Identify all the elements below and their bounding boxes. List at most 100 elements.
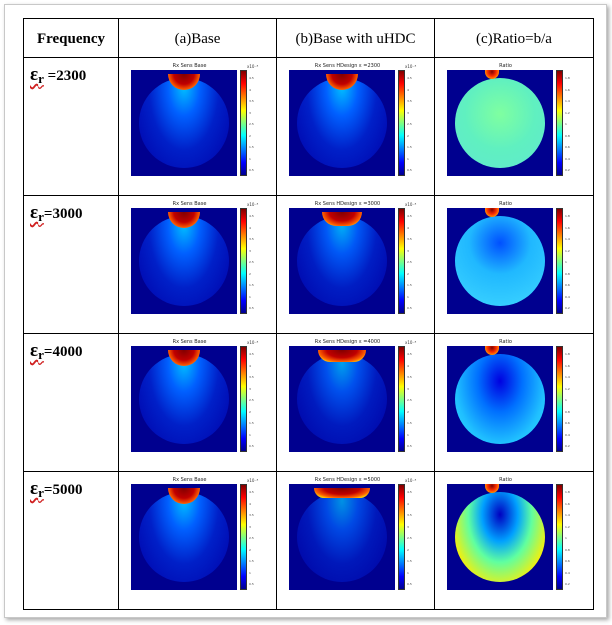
- colorbar: [556, 70, 563, 176]
- header-base-uhdc: (b)Base with uHDC: [276, 18, 435, 58]
- colorbar-tick-label: 3.5: [407, 99, 412, 103]
- colorbar-tick-label: 4.5: [249, 214, 254, 218]
- colorbar-tick-label: 0.6: [565, 145, 570, 149]
- hotspot: [168, 212, 200, 228]
- colorbar-tick-label: 0.5: [407, 306, 412, 310]
- colorbar-tick-label: 3.5: [249, 375, 254, 379]
- colorbar-tick-label: 4.5: [407, 214, 412, 218]
- colorbar-tick-label: 0.8: [565, 271, 570, 276]
- colorbar-tick-label: 0.2: [565, 582, 570, 586]
- permittivity-value: =2300: [43, 68, 87, 84]
- colorbar-tick-label: 0.4: [565, 570, 570, 575]
- epsilon-subscript: r: [38, 485, 44, 500]
- plot-cell-base: Rx Sens Base x10⁻⁸ 4.5 4 3.5 3 2.5 2 1.5 1 0.5: [118, 471, 277, 610]
- colorbar-tick-label: 0.5: [407, 444, 412, 448]
- colorbar: [240, 346, 247, 452]
- colorbar-tick-label: 3.5: [249, 99, 254, 103]
- plot-title: Rx Sens HDesign ε =5000: [314, 477, 381, 483]
- colorbar-tick-label: 0.4: [565, 294, 570, 299]
- plot-title: Rx Sens Base: [172, 477, 207, 483]
- colorbar-tick-label: 0.5: [407, 582, 412, 586]
- field-map-base: [131, 484, 237, 590]
- hotspot: [168, 350, 200, 366]
- colorbar-ticks: 4.5 4 3.5 3 2.5 2 1.5 1 0.5: [249, 208, 261, 314]
- colorbar-exponent: x10⁻⁸: [405, 478, 417, 483]
- domain-disk: [455, 354, 545, 444]
- colorbar-tick-label: 0.4: [565, 432, 570, 437]
- header-ratio: (c)Ratio=b/a: [434, 18, 594, 58]
- colorbar-exponent: x10⁻⁸: [247, 478, 259, 483]
- colorbar-tick-label: 1: [249, 294, 251, 299]
- colorbar-tick-label: 3: [407, 386, 409, 391]
- permittivity-value: =5000: [43, 482, 83, 498]
- hotspot: [326, 74, 358, 90]
- colorbar-tick-label: 0.6: [565, 559, 570, 563]
- colorbar-tick-label: 1.4: [565, 237, 570, 241]
- header-frequency: Frequency: [23, 18, 119, 58]
- colorbar-tick-label: 1.5: [249, 559, 254, 563]
- colorbar: [398, 208, 405, 314]
- epsilon-subscript: r: [38, 347, 44, 362]
- results-table: Frequency (a)Base (b)Base with uHDC (c)R…: [23, 18, 594, 610]
- colorbar-tick-label: 1.6: [565, 225, 570, 230]
- colorbar-ticks: 4.5 4 3.5 3 2.5 2 1.5 1 0.5: [407, 484, 419, 590]
- colorbar-tick-label: 2: [249, 271, 251, 276]
- colorbar-ticks: 4.5 4 3.5 3 2.5 2 1.5 1 0.5: [249, 70, 261, 176]
- permittivity-label: εr=5000: [23, 471, 119, 610]
- colorbar: [240, 484, 247, 590]
- plot-cell-uhdc: Rx Sens HDesign ε =4000 x10⁻⁸ 4.5 4 3.5 3 2.…: [276, 333, 435, 472]
- colorbar-exponent: x10⁻⁸: [247, 202, 259, 207]
- colorbar-tick-label: 3: [407, 110, 409, 115]
- epsilon-symbol: ε: [30, 202, 39, 223]
- colorbar-exponent: x10⁻⁸: [405, 202, 417, 207]
- colorbar-ticks: 1.8 1.6 1.4 1.2 1 0.8 0.6 0.4 0.2: [565, 484, 577, 590]
- colorbar-tick-label: 1: [407, 156, 409, 161]
- colorbar-tick-label: 2.5: [407, 260, 412, 264]
- colorbar-tick-label: 0.6: [565, 421, 570, 425]
- field-map-base: [131, 70, 237, 176]
- colorbar-tick-label: 3.5: [407, 375, 412, 379]
- epsilon-symbol: ε: [30, 64, 39, 85]
- colorbar-tick-label: 0.8: [565, 547, 570, 552]
- colorbar-tick-label: 1.6: [565, 363, 570, 368]
- colorbar-tick-label: 0.6: [565, 283, 570, 287]
- colorbar-tick-label: 2: [249, 133, 251, 138]
- colorbar-tick-label: 0.5: [407, 168, 412, 172]
- colorbar-tick-label: 1.5: [407, 559, 412, 563]
- domain-disk: [297, 354, 387, 444]
- colorbar-tick-label: 2.5: [249, 536, 254, 540]
- colorbar-tick-label: 0.5: [249, 168, 254, 172]
- plot-title: Rx Sens HDesign ε =3000: [314, 201, 381, 207]
- colorbar-tick-label: 4: [407, 363, 409, 368]
- hotspot: [485, 484, 499, 493]
- colorbar-tick-label: 1: [565, 122, 567, 126]
- table-row: εr=3000 Rx Sens Base x10⁻⁸ 4.5 4 3.5 3 2.5 2 1…: [23, 195, 594, 334]
- field-map-ratio: [447, 208, 553, 314]
- colorbar-tick-label: 0.2: [565, 306, 570, 310]
- colorbar-tick-label: 1.4: [565, 99, 570, 103]
- colorbar-tick-label: 1.2: [565, 248, 570, 253]
- colorbar-tick-label: 0.2: [565, 444, 570, 448]
- colorbar: [398, 484, 405, 590]
- plot-cell-uhdc: Rx Sens HDesign ε =2300 x10⁻⁸ 4.5 4 3.5 3 2.…: [276, 57, 435, 196]
- plot-cell-uhdc: Rx Sens HDesign ε =3000 x10⁻⁸ 4.5 4 3.5 3 2.…: [276, 195, 435, 334]
- permittivity-label: εr =2300: [23, 57, 119, 196]
- colorbar-exponent: x10⁻⁸: [405, 340, 417, 345]
- hotspot: [485, 70, 499, 79]
- domain-disk: [139, 354, 229, 444]
- field-map-uhdc: [289, 70, 395, 176]
- colorbar-tick-label: 0.5: [249, 582, 254, 586]
- plot-cell-ratio: Ratio 1.8 1.6 1.4 1.2 1 0.8 0.6 0.4 0.2: [434, 471, 594, 610]
- colorbar-tick-label: 0.8: [565, 133, 570, 138]
- colorbar-tick-label: 1.8: [565, 76, 570, 80]
- colorbar-tick-label: 0.8: [565, 409, 570, 414]
- domain-disk: [455, 216, 545, 306]
- colorbar-tick-label: 2: [407, 547, 409, 552]
- permittivity-label: εr=3000: [23, 195, 119, 334]
- colorbar-ticks: 1.8 1.6 1.4 1.2 1 0.8 0.6 0.4 0.2: [565, 346, 577, 452]
- colorbar-tick-label: 4.5: [249, 352, 254, 356]
- colorbar-ticks: 1.8 1.6 1.4 1.2 1 0.8 0.6 0.4 0.2: [565, 208, 577, 314]
- colorbar-tick-label: 3: [249, 386, 251, 391]
- colorbar: [556, 346, 563, 452]
- colorbar-exponent: x10⁻⁸: [247, 64, 259, 69]
